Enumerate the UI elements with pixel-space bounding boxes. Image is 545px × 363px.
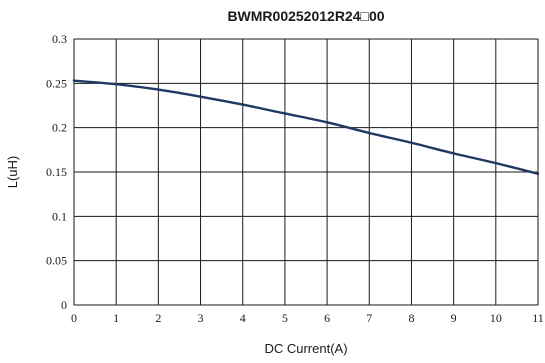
x-tick-label: 7 — [366, 311, 372, 325]
x-tick-label: 8 — [408, 311, 414, 325]
y-tick-label: 0.3 — [52, 32, 67, 46]
y-tick-label: 0.1 — [52, 209, 67, 223]
data-point — [72, 79, 76, 82]
x-tick-label: 11 — [532, 311, 544, 325]
x-tick-label: 5 — [282, 311, 288, 325]
y-axis-ticks: 0 0.05 0.1 0.15 0.2 0.25 0.3 — [46, 32, 67, 312]
grid — [73, 38, 539, 306]
y-tick-label: 0.15 — [46, 165, 67, 179]
x-tick-label: 2 — [155, 311, 161, 325]
y-tick-label: 0.05 — [46, 254, 67, 268]
plot-frame — [73, 38, 539, 306]
x-tick-label: 0 — [71, 311, 77, 325]
x-tick-label: 1 — [113, 311, 119, 325]
data-point — [368, 131, 371, 135]
data-point — [325, 121, 329, 124]
x-tick-label: 9 — [451, 311, 457, 325]
y-tick-label: 0.2 — [52, 121, 67, 135]
data-point — [199, 95, 202, 98]
data-point — [241, 103, 244, 106]
data-point — [494, 161, 498, 165]
data-point — [157, 88, 160, 91]
series-line — [72, 79, 540, 175]
y-tick-label: 0.25 — [46, 76, 67, 90]
y-axis-label: L(uH) — [5, 156, 20, 189]
data-point — [114, 83, 118, 86]
y-tick-label: 0 — [61, 298, 67, 312]
x-tick-label: 4 — [240, 311, 246, 325]
data-point — [536, 172, 540, 175]
series-points — [72, 79, 540, 175]
data-point — [452, 152, 455, 155]
x-tick-label: 10 — [490, 311, 502, 325]
x-axis-ticks: 0 1 2 3 4 5 6 7 8 9 10 11 — [71, 311, 544, 325]
data-point — [410, 141, 413, 144]
data-point — [283, 112, 287, 115]
x-axis-label: DC Current(A) — [264, 341, 347, 356]
x-tick-label: 6 — [324, 311, 330, 325]
x-tick-label: 3 — [198, 311, 204, 325]
chart-title: BWMR00252012R24□00 — [227, 8, 384, 24]
